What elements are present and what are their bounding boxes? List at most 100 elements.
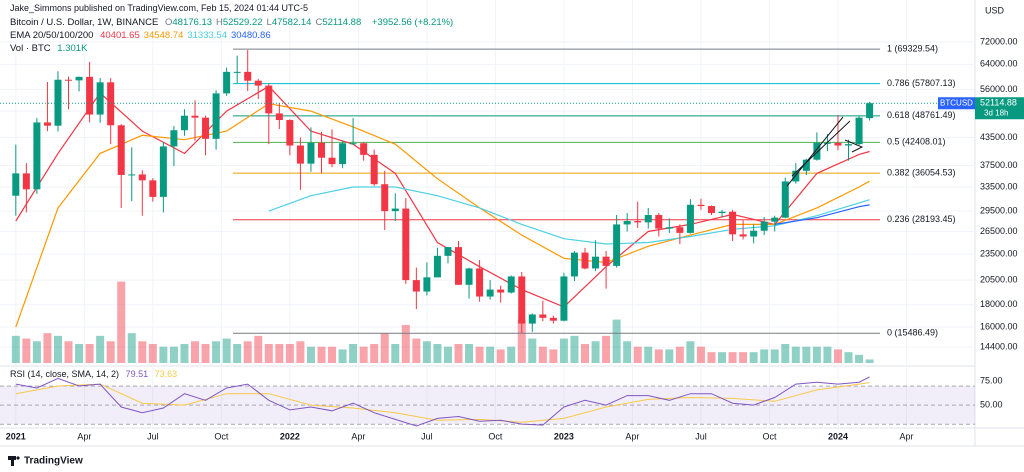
candle-body — [560, 276, 568, 321]
y-tick-label: 33500.00 — [980, 181, 1018, 191]
volume-bar — [64, 341, 73, 363]
volume-bar — [22, 338, 31, 363]
volume-bar — [43, 333, 52, 363]
volume-bar — [865, 359, 874, 363]
volume-bar — [770, 349, 779, 363]
x-tick-label: 2022 — [280, 431, 300, 441]
volume-bar — [138, 341, 147, 363]
x-tick-label: 2023 — [554, 431, 574, 441]
brand-logo: TradingView — [8, 456, 83, 467]
candle-body — [697, 204, 705, 207]
volume-bar — [549, 349, 558, 363]
volume-bar — [191, 341, 199, 363]
volume-bar — [285, 344, 294, 363]
volume-bar — [75, 344, 84, 363]
ohlc-key: H — [216, 17, 223, 28]
candle-body — [866, 103, 874, 119]
candle-body — [328, 157, 336, 165]
countdown: 3d 18h — [984, 108, 1008, 117]
volume-bar — [148, 344, 157, 363]
price-tag — [975, 97, 1024, 120]
y-tick-label: 26500.00 — [980, 226, 1018, 236]
y-tick-label: 14400.00 — [980, 341, 1018, 351]
candle-body — [138, 174, 146, 181]
volume-bar — [686, 341, 695, 363]
rsi-row: RSI (14, close, SMA, 14, 2) 79.51 73.63 — [10, 369, 181, 379]
vol-value: 1.301K — [57, 43, 88, 54]
x-tick-label: 2024 — [828, 431, 848, 441]
candle-body — [507, 276, 515, 293]
candle-body — [275, 113, 283, 121]
volume-bar — [127, 333, 136, 363]
vol-row: Vol · BTC 1.301K — [10, 43, 91, 54]
volume-bar — [707, 352, 716, 363]
x-tick-label: Apr — [77, 431, 91, 441]
volume-bar — [169, 346, 178, 363]
candle-body — [570, 252, 578, 277]
candle-body — [317, 142, 325, 158]
candle-body — [202, 117, 210, 139]
x-tick-label: Oct — [762, 431, 777, 441]
volume-bar — [623, 341, 632, 363]
ohlc-key: C — [315, 17, 323, 28]
x-tick-label: Jul — [695, 431, 707, 441]
x-tick-label: Apr — [899, 431, 913, 441]
symbol-row: Bitcoin / U.S. Dollar, 1W, BINANCE O4817… — [10, 17, 457, 28]
candle-body — [381, 184, 389, 212]
volume-bar — [760, 349, 769, 363]
volume-bar — [306, 346, 315, 363]
candle-body — [433, 255, 441, 278]
candle-body — [760, 221, 768, 231]
volume-bar — [264, 344, 273, 363]
candle-body — [623, 221, 631, 225]
candle-body — [339, 143, 347, 165]
volume-bar — [739, 352, 748, 363]
volume-bar — [696, 346, 705, 363]
y-tick-label: 16000.00 — [980, 321, 1018, 331]
volume-bar — [823, 346, 832, 363]
candle-body — [128, 174, 136, 176]
ema-line — [774, 204, 870, 225]
y-tick-label: 56000.00 — [980, 84, 1018, 94]
fib-label: 0.786 (57807.13) — [887, 78, 956, 88]
ema-value: 34548.74 — [143, 30, 184, 41]
volume-bar — [275, 344, 284, 363]
candle-body — [465, 268, 473, 285]
rsi-sma-value: 73.63 — [154, 369, 178, 379]
volume-bar — [781, 344, 790, 363]
rsi-tick-label: 50.00 — [980, 399, 1003, 409]
volume-bar — [222, 338, 231, 363]
volume-bar — [32, 341, 41, 363]
candle-body — [244, 71, 252, 81]
fib-label: 1 (69329.54) — [887, 44, 938, 54]
y-tick-label: 23500.00 — [980, 249, 1018, 259]
vol-label: Vol · BTC — [10, 43, 51, 54]
volume-bar — [359, 346, 368, 363]
volume-bar — [654, 349, 663, 363]
volume-bar — [412, 338, 421, 363]
volume-bar — [602, 335, 611, 363]
candle-body — [370, 154, 378, 185]
y-tick-label: 43500.00 — [980, 132, 1018, 142]
candle-body — [391, 208, 399, 212]
volume-bar — [243, 341, 252, 363]
x-tick-label: Apr — [351, 431, 365, 441]
volume-bar — [317, 346, 326, 363]
candle-body — [286, 120, 294, 146]
price-tag-text: 52114.88 — [980, 98, 1017, 108]
candle-body — [117, 125, 125, 175]
volume-bar — [85, 344, 94, 363]
volume-bar — [391, 344, 400, 363]
volume-bar — [833, 349, 842, 363]
volume-bar — [422, 341, 431, 363]
volume-bar — [749, 352, 758, 363]
volume-bar — [844, 352, 853, 363]
candle-body — [444, 247, 452, 256]
candle-body — [96, 82, 104, 115]
ohlc: O48176.13 H52529.22 L47582.14 C52114.88 — [165, 17, 365, 28]
ema-row: EMA 20/50/100/200 40401.65 34548.74 31333.… — [10, 30, 279, 41]
candle-body — [402, 208, 410, 281]
candle-body — [855, 117, 863, 145]
